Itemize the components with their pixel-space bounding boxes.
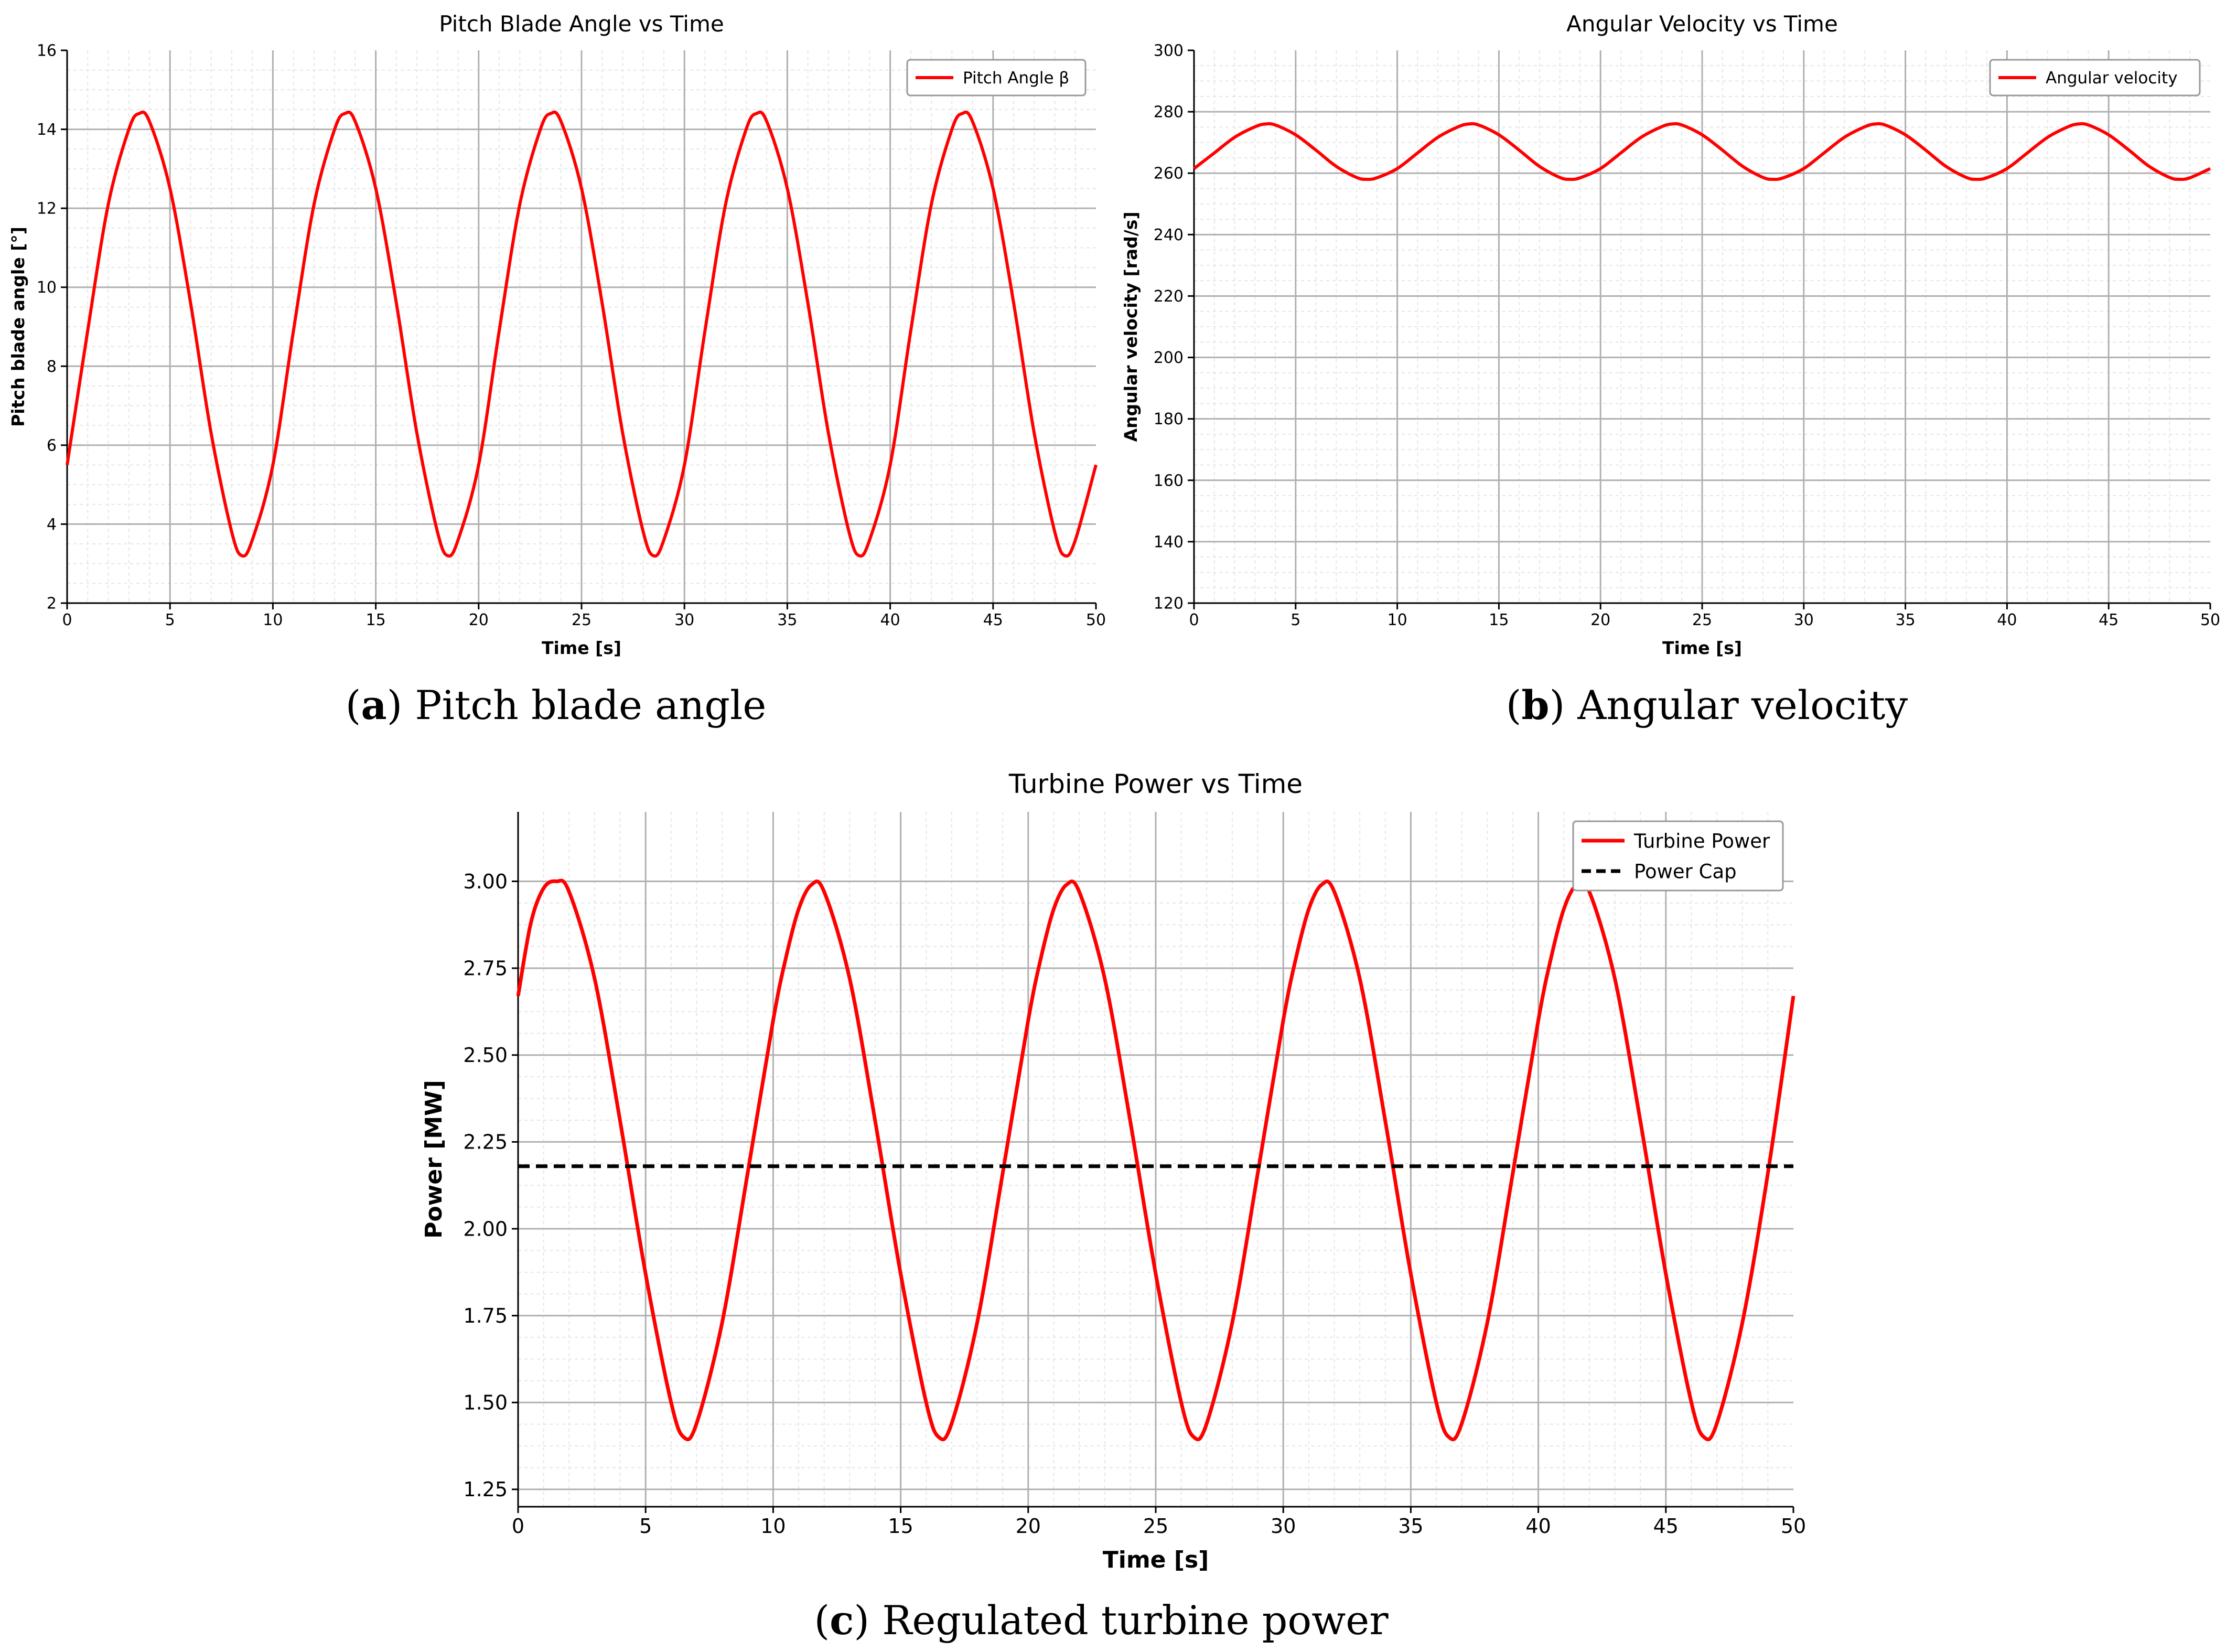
charta-x-tick-label: 35 — [777, 611, 797, 629]
chartc-x-tick-label: 5 — [639, 1515, 652, 1538]
chartb-y-tick-label: 200 — [1154, 349, 1184, 367]
chart-pitch-blade-angle: 0 5 10 15 20 25 30 35 40 45 50 2 4 6 8 10 12 14 16 Pitch Bl… — [8, 11, 1106, 658]
chartb-y-axis-label: Angular velocity [rad/s] — [1121, 211, 1141, 442]
caption-c: (c) Regulated turbine power — [814, 1597, 1389, 1644]
charta-x-tick-label: 10 — [263, 611, 283, 629]
charta-major-grid — [67, 50, 1096, 603]
charta-y-axis-label: Pitch blade angle [°] — [8, 227, 28, 427]
caption-a: (a) Pitch blade angle — [345, 682, 767, 728]
chartb-y-tick-label: 260 — [1154, 165, 1184, 183]
chartb-x-tick-label: 0 — [1189, 611, 1199, 629]
chartb-y-tick-label: 280 — [1154, 103, 1184, 122]
chartc-x-axis-label: Time [s] — [1103, 1547, 1209, 1573]
charta-legend-box — [906, 59, 1087, 96]
chartb-x-axis-label: Time [s] — [1662, 638, 1742, 658]
chartb-x-tick-label: 50 — [2200, 611, 2220, 629]
chartc-y-tick-label: 2.25 — [463, 1131, 508, 1154]
chartb-y-tick-label: 300 — [1154, 42, 1184, 60]
charta-y-tick-label: 16 — [37, 42, 57, 60]
charta-x-tick-label: 40 — [880, 611, 900, 629]
chartb-y-tick-label: 160 — [1154, 471, 1184, 490]
chartb-legend: Angular velocity — [1989, 59, 2201, 96]
chartc-legend-box — [1572, 820, 1784, 892]
chartb-minor-grid — [1194, 50, 2210, 603]
charta-x-tick-label: 0 — [62, 611, 72, 629]
charta-x-tick-label: 5 — [165, 611, 175, 629]
charta-y-tick-label: 4 — [47, 516, 57, 534]
caption-a-letter: a — [361, 682, 387, 728]
chartc-x-tick-label: 50 — [1781, 1515, 1806, 1538]
chartc-y-tick-label: 3.00 — [463, 870, 508, 893]
chartb-y-tick-label: 240 — [1154, 226, 1184, 244]
chartc-x-tick-label: 20 — [1016, 1515, 1041, 1538]
chartc-x-tick-label: 30 — [1271, 1515, 1296, 1538]
caption-c-letter: c — [830, 1597, 854, 1644]
caption-a-text: Pitch blade angle — [415, 682, 767, 728]
charta-legend: Pitch Angle β — [906, 59, 1087, 96]
charta-legend-label: Pitch Angle β — [963, 69, 1069, 88]
chartc-y-tick-label: 1.75 — [463, 1304, 508, 1327]
chartc-y-axis-label: Power [MW] — [421, 1080, 447, 1239]
chartb-legend-label: Angular velocity — [2046, 69, 2178, 88]
charta-x-tick-label: 25 — [572, 611, 592, 629]
caption-b-text: Angular velocity — [1577, 682, 1908, 728]
chartb-x-tick-label: 20 — [1590, 611, 1610, 629]
chart-turbine-power: 0 5 10 15 20 25 30 35 40 45 50 1.25 1.50 1.75 2.00 2.25… — [421, 769, 1806, 1573]
chartc-x-tick-label: 40 — [1525, 1515, 1551, 1538]
chartc-x-tick-label: 10 — [760, 1515, 786, 1538]
chartb-x-tick-label: 10 — [1388, 611, 1407, 629]
chartb-x-tick-label: 5 — [1291, 611, 1300, 629]
charta-series-line-0 — [66, 110, 1098, 558]
caption-b-letter: b — [1521, 682, 1550, 728]
chartc-x-tick-label: 25 — [1143, 1515, 1168, 1538]
charta-y-tick-label: 2 — [47, 595, 57, 613]
chartc-y-tick-label: 1.25 — [463, 1478, 508, 1501]
chartb-y-tick-label: 180 — [1154, 410, 1184, 428]
charta-y-tick-label: 12 — [37, 200, 57, 218]
chartb-x-tick-label: 15 — [1489, 611, 1509, 629]
charta-x-tick-label: 30 — [674, 611, 694, 629]
chartb-legend-box — [1989, 59, 2201, 96]
charta-x-tick-label: 15 — [366, 611, 386, 629]
chartb-y-tick-label: 120 — [1154, 595, 1184, 613]
charta-x-axis-label: Time [s] — [542, 638, 621, 658]
caption-c-text: Regulated turbine power — [882, 1597, 1389, 1644]
chartc-x-tick-label: 15 — [888, 1515, 913, 1538]
charta-x-tick-label: 20 — [469, 611, 489, 629]
chartb-title: Angular Velocity vs Time — [1566, 11, 1838, 37]
chartc-legend-label: Power Cap — [1634, 860, 1737, 883]
chartc-legend-label: Turbine Power — [1633, 830, 1770, 852]
charta-y-tick-label: 6 — [47, 436, 57, 455]
chartc-y-tick-label: 1.50 — [463, 1391, 508, 1414]
charta-minor-grid — [67, 50, 1096, 603]
charta-x-tick-label: 45 — [983, 611, 1003, 629]
chartc-legend: Turbine Power Power Cap — [1572, 820, 1784, 892]
chartc-y-tick-label: 2.50 — [463, 1044, 508, 1067]
chartc-y-tick-label: 2.00 — [463, 1217, 508, 1240]
chartb-x-tick-label: 25 — [1692, 611, 1712, 629]
chart-angular-velocity: 0 5 10 15 20 25 30 35 40 45 50 120 140 160 180 200 220 24… — [1121, 11, 2220, 658]
chartc-x-tick-label: 45 — [1653, 1515, 1679, 1538]
chartb-major-grid — [1194, 50, 2210, 603]
charta-x-tick-label: 50 — [1086, 611, 1106, 629]
caption-b: (b) Angular velocity — [1505, 682, 1908, 728]
chartb-x-tick-label: 40 — [1997, 611, 2017, 629]
chartc-x-tick-label: 0 — [512, 1515, 524, 1538]
charta-y-tick-label: 14 — [37, 121, 57, 139]
chartb-series-line-0 — [1193, 122, 2211, 181]
charta-y-tick-label: 8 — [47, 358, 57, 376]
chartc-x-tick-label: 35 — [1398, 1515, 1423, 1538]
charta-title: Pitch Blade Angle vs Time — [439, 11, 724, 37]
charta-y-tick-label: 10 — [37, 278, 57, 297]
chartb-y-tick-label: 140 — [1154, 533, 1184, 551]
chartb-x-tick-label: 30 — [1794, 611, 1814, 629]
chartb-x-tick-label: 45 — [2099, 611, 2119, 629]
chartc-title: Turbine Power vs Time — [1008, 769, 1303, 799]
chartc-y-tick-label: 2.75 — [463, 957, 508, 980]
chartb-y-tick-label: 220 — [1154, 287, 1184, 306]
chartb-x-tick-label: 35 — [1896, 611, 1916, 629]
